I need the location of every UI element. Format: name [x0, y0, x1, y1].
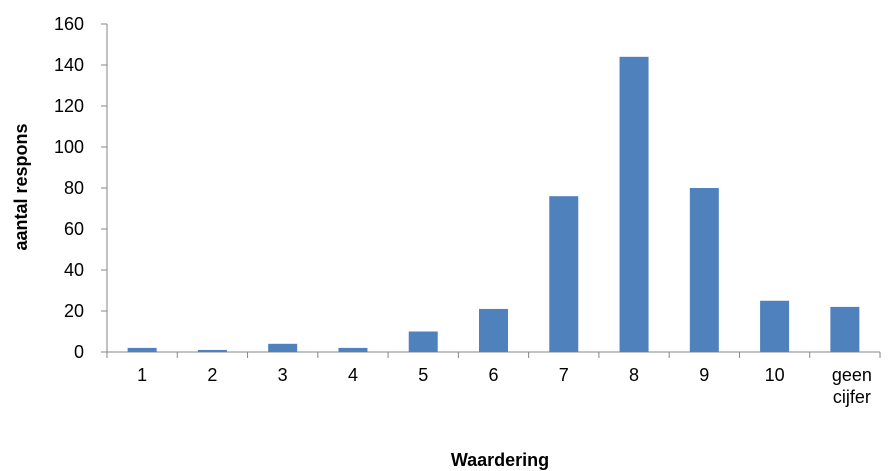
x-tick-label: 3 — [278, 365, 288, 385]
x-tick-label: 9 — [699, 365, 709, 385]
y-tick-label: 0 — [74, 342, 84, 362]
y-tick-label: 60 — [64, 219, 84, 239]
y-axis: 0 20 40 60 80 100 120 140 160 — [54, 14, 108, 362]
bar — [689, 188, 719, 352]
bar — [127, 347, 157, 352]
x-tick-label: 8 — [629, 365, 639, 385]
bar — [197, 349, 227, 352]
bar — [268, 343, 298, 352]
bar — [338, 347, 368, 352]
x-tick-label: 1 — [137, 365, 147, 385]
x-tick-label: 6 — [488, 365, 498, 385]
y-tick-label: 160 — [54, 14, 84, 34]
bar — [760, 300, 790, 352]
bar — [619, 56, 649, 353]
y-axis-title: aantal respons — [11, 123, 31, 250]
x-tick-label: 4 — [348, 365, 358, 385]
bar — [830, 306, 860, 352]
y-tick-label: 40 — [64, 260, 84, 280]
bar — [408, 331, 438, 352]
y-tick-label: 120 — [54, 96, 84, 116]
bar — [549, 196, 579, 352]
y-tick-label: 140 — [54, 55, 84, 75]
x-tick-label: 2 — [207, 365, 217, 385]
bar — [479, 308, 508, 352]
x-tick-label: geen cijfer — [832, 365, 872, 407]
y-tick-label: 100 — [54, 137, 84, 157]
bars — [127, 56, 860, 353]
x-tick-label: 10 — [765, 365, 785, 385]
x-tick-label: 5 — [418, 365, 428, 385]
y-tick-label: 20 — [64, 301, 84, 321]
x-tick-label: 7 — [559, 365, 569, 385]
y-tick-label: 80 — [64, 178, 84, 198]
x-axis-title: Waardering — [451, 450, 549, 470]
x-axis: 1 2 3 4 5 6 7 8 9 10 geen cijfer — [106, 351, 881, 407]
